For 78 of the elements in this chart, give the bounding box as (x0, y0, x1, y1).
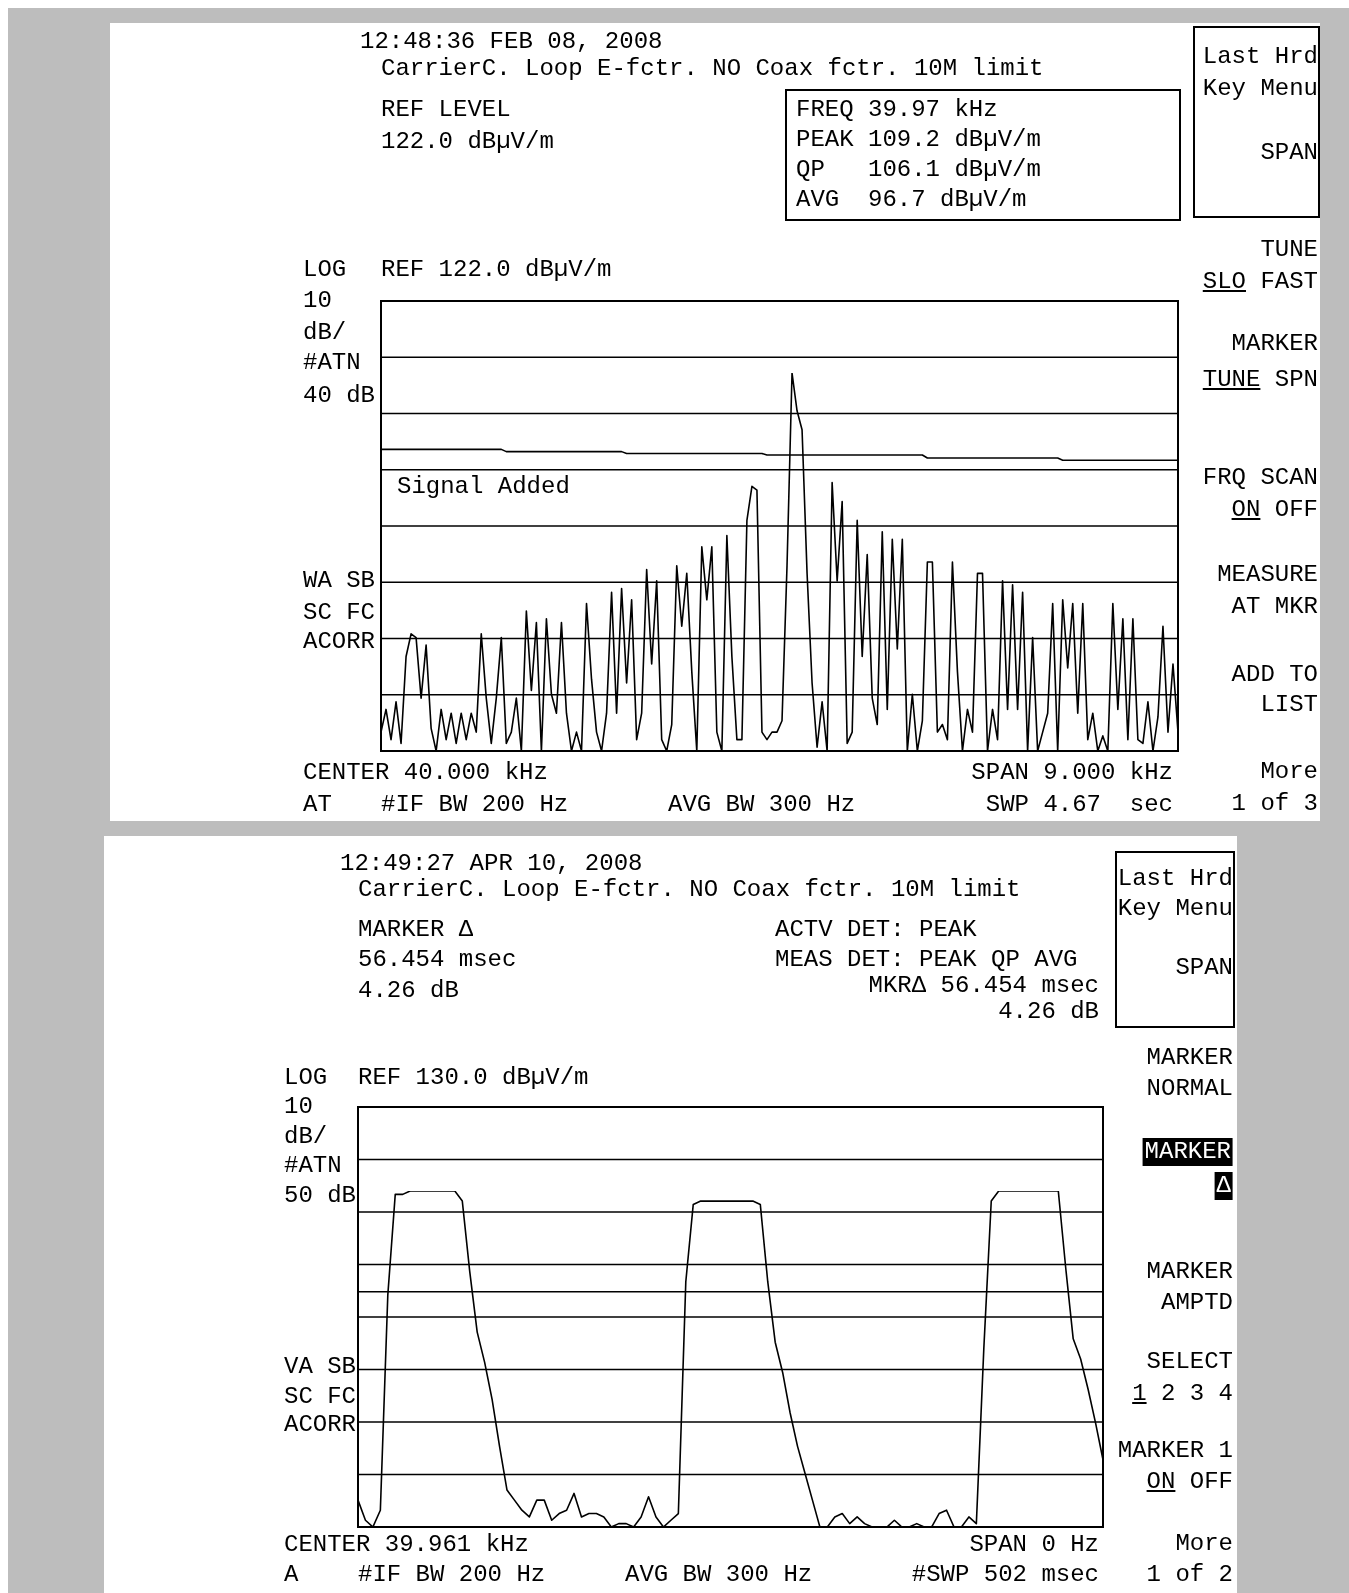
text: VA SB (284, 1353, 357, 1380)
text: Key Menu (1202, 75, 1318, 102)
text: Last Hrd (1117, 865, 1233, 892)
text: MARKER (1146, 1044, 1233, 1071)
text: AT MKR (1231, 593, 1318, 620)
chart-title: 12:48:36 FEB 08, 2008 (360, 28, 663, 55)
text: MARKER (1144, 1138, 1231, 1165)
text: SPAN 9.000 kHz (971, 759, 1173, 786)
text: FRQ SCAN (1202, 464, 1318, 491)
text: ACORR (303, 628, 376, 655)
text: CENTER 39.961 kHz (284, 1531, 529, 1558)
text: SC FC (303, 599, 376, 626)
text: Δ (1216, 1172, 1231, 1199)
text: #IF BW 200 Hz (381, 791, 569, 818)
text: ON OFF (1146, 1468, 1233, 1496)
text: SPAN (1260, 139, 1318, 166)
text: LOG (284, 1064, 328, 1091)
text: More (1175, 1530, 1233, 1557)
text: MARKER (1231, 330, 1318, 357)
text: 122.0 dBµV/m (381, 128, 554, 155)
text: NORMAL (1146, 1075, 1233, 1102)
text: AVG BW 300 Hz (625, 1561, 813, 1588)
text: MARKER (1146, 1258, 1233, 1285)
text: LIST (1260, 691, 1318, 718)
text: CENTER 40.000 kHz (303, 759, 548, 786)
text: #ATN (303, 349, 361, 376)
text: 50 dB (284, 1182, 357, 1209)
text: SPAN 0 Hz (969, 1531, 1099, 1558)
chart-subtitle: CarrierC. Loop E-fctr. NO Coax fctr. 10M limit (358, 876, 1021, 903)
text: ON OFF (1231, 496, 1318, 524)
text: 10 (284, 1093, 313, 1120)
text: LOG (303, 256, 347, 283)
text: ADD TO (1231, 661, 1318, 688)
text: AVG 96.7 dBµV/m (796, 186, 1027, 213)
text: dB/ (303, 319, 347, 346)
text: #SWP 502 msec (911, 1561, 1099, 1588)
text: SC FC (284, 1383, 357, 1410)
text: Key Menu (1117, 895, 1233, 922)
text: FREQ 39.97 kHz (796, 96, 998, 123)
text: AVG BW 300 Hz (668, 791, 856, 818)
text: dB/ (284, 1123, 328, 1150)
text: 40 dB (303, 382, 376, 409)
text: MARKER Δ (358, 916, 474, 943)
text: More (1260, 758, 1318, 785)
text: MEASURE (1217, 561, 1318, 588)
text: Last Hrd (1202, 43, 1318, 70)
text: SLO FAST (1202, 268, 1318, 296)
chart-title: 12:49:27 APR 10, 2008 (340, 850, 643, 877)
text: WA SB (303, 567, 376, 594)
text: TUNE (1260, 236, 1318, 263)
text: 1 2 3 4 (1132, 1380, 1233, 1408)
text: PEAK 109.2 dBµV/m (796, 126, 1041, 153)
chart-subtitle: CarrierC. Loop E-fctr. NO Coax fctr. 10M limit (381, 55, 1044, 82)
text: 10 (303, 287, 332, 314)
text: TUNE SPN (1202, 366, 1318, 394)
text: A (284, 1561, 299, 1588)
text: 56.454 msec (358, 946, 517, 973)
text: ACTV DET: PEAK (775, 916, 977, 943)
text: MKRΔ 56.454 msec (868, 972, 1099, 999)
text: 4.26 dB (998, 998, 1099, 1025)
text: SELECT (1146, 1348, 1233, 1375)
text: REF LEVEL (381, 96, 511, 123)
text: 1 of 3 (1231, 790, 1318, 817)
text: AMPTD (1160, 1289, 1233, 1316)
text: #ATN (284, 1152, 342, 1179)
text: QP 106.1 dBµV/m (796, 156, 1041, 183)
text: 4.26 dB (358, 977, 459, 1004)
text: SPAN (1175, 954, 1233, 981)
text: MARKER 1 (1117, 1437, 1233, 1464)
text: #IF BW 200 Hz (358, 1561, 546, 1588)
text: 1 of 2 (1146, 1561, 1233, 1588)
text: REF 122.0 dBµV/m (381, 256, 612, 283)
text: ACORR (284, 1411, 357, 1438)
annotation: Signal Added (397, 473, 570, 500)
text: AT (303, 791, 332, 818)
text: MEAS DET: PEAK QP AVG (775, 946, 1078, 973)
text: SWP 4.67 sec (985, 791, 1173, 818)
text: REF 130.0 dBµV/m (358, 1064, 589, 1091)
